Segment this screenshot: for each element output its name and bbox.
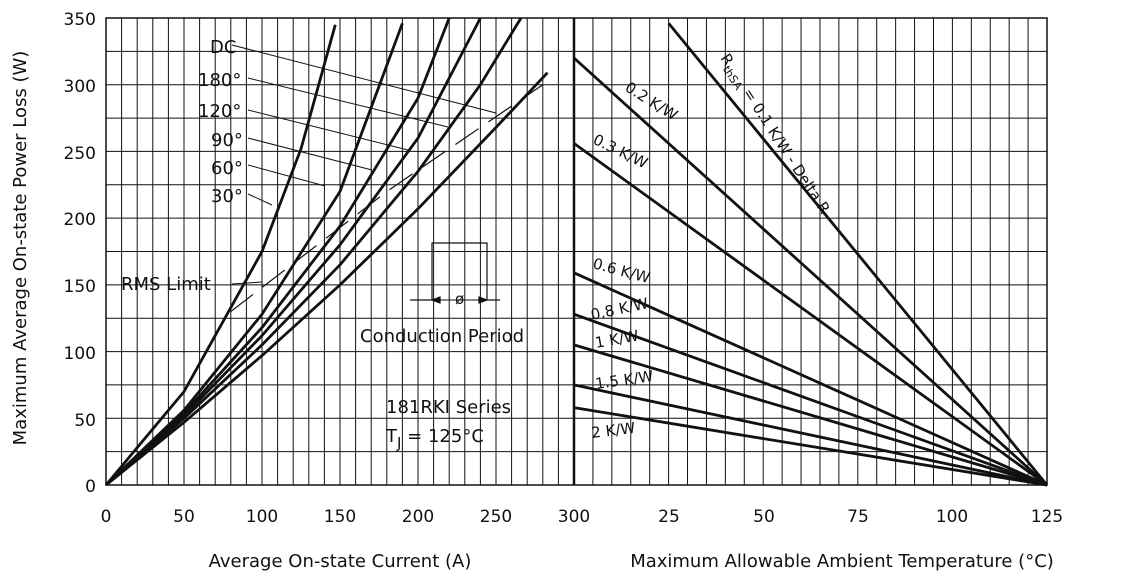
- label-1: 1 K/W: [594, 327, 641, 352]
- x-tick-label: 0: [101, 507, 112, 527]
- left-series-180: [105, 17, 523, 487]
- label-60: 60°: [211, 158, 243, 179]
- label-r-thsa: RthSA = 0.1 K/W - Delta R: [714, 50, 833, 218]
- right-series-1-5-k-w: [573, 383, 1048, 487]
- x-tick-labels-right: 25 50 75 100 125: [658, 507, 1063, 527]
- x-tick-label: 100: [246, 507, 278, 527]
- left-series-dc: [105, 71, 549, 487]
- tj-value: = 125°C: [401, 426, 483, 447]
- label-0-6: 0.6 K/W: [591, 254, 652, 287]
- x-tick-label: 100: [936, 507, 968, 527]
- x-tick-label: 150: [324, 507, 356, 527]
- right-series-0-2-k-w: [573, 56, 1048, 487]
- label-dc: DC: [210, 37, 236, 58]
- leader-lines: [231, 44, 497, 285]
- y-tick-label: 350: [64, 10, 96, 30]
- x-tick-label: 125: [1031, 507, 1063, 527]
- left-series-90: [105, 17, 451, 487]
- y-tick-labels: 0 50 100 150 200 250 300 350: [64, 10, 96, 497]
- x-tick-label: 25: [658, 507, 680, 527]
- right-series-0-8-k-w: [573, 312, 1048, 487]
- x-tick-label: 50: [753, 507, 775, 527]
- x-tick-labels-left: 0 50 100 150 200 250 300: [101, 507, 591, 527]
- y-tick-label: 300: [64, 77, 96, 97]
- y-tick-label: 0: [85, 477, 96, 497]
- series-name: 181RKI Series: [386, 397, 511, 418]
- conduction-period-label: Conduction Period: [360, 326, 524, 347]
- left-series-60: [105, 22, 404, 487]
- y-axis-label: Maximum Average On-state Power Loss (W): [10, 51, 31, 446]
- left-series-30: [104, 24, 337, 486]
- label-120: 120°: [198, 101, 241, 122]
- plot-border: [105, 17, 1048, 486]
- y-tick-label: 50: [74, 411, 96, 431]
- label-0-8: 0.8 K/W: [589, 294, 650, 324]
- x-tick-label: 200: [402, 507, 434, 527]
- x-tick-label: 300: [558, 507, 590, 527]
- right-series-0-3-k-w: [573, 142, 1048, 487]
- x-tick-label: 50: [173, 507, 195, 527]
- series-labels-right: RthSA = 0.1 K/W - Delta R 0.2 K/W 0.3 K/…: [589, 50, 834, 442]
- phi-symbol: ø: [455, 290, 464, 308]
- x-tick-label: 75: [847, 507, 869, 527]
- y-tick-label: 250: [64, 144, 96, 164]
- tj-symbol: T: [385, 426, 398, 447]
- r-value: = 0.1 K/W - Delta R: [736, 81, 833, 217]
- label-90: 90°: [211, 130, 243, 151]
- plot-frame: [105, 17, 1048, 486]
- tj-subscript: J: [396, 434, 401, 452]
- series-lines: [104, 17, 1049, 487]
- x-axis-label-right: Maximum Allowable Ambient Temperature (°…: [630, 551, 1054, 572]
- y-tick-label: 150: [64, 277, 96, 297]
- left-series-120: [105, 17, 482, 487]
- x-tick-label: 250: [480, 507, 512, 527]
- label-2: 2 K/W: [590, 419, 636, 442]
- x-axis-label-left: Average On-state Current (A): [209, 551, 472, 572]
- conduction-period-diagram: [410, 242, 500, 304]
- y-tick-label: 200: [64, 210, 96, 230]
- junction-temp: TJ = 125°C: [385, 426, 484, 452]
- series-labels-left: DC 180° 120° 90° 60° 30° RMS Limit: [121, 37, 243, 295]
- label-180: 180°: [198, 70, 241, 91]
- label-rms-limit: RMS Limit: [121, 274, 211, 295]
- right-series-1-k-w: [573, 343, 1048, 487]
- y-tick-label: 100: [64, 344, 96, 364]
- right-series-0-6-k-w: [573, 271, 1048, 487]
- grid: [105, 17, 1048, 486]
- label-1-5: 1.5 K/W: [594, 367, 654, 393]
- right-series-0-1-k-w-delta-r: [667, 22, 1049, 486]
- left-series-rms-limit: [230, 84, 544, 312]
- label-30: 30°: [211, 186, 243, 207]
- right-series-2-k-w: [573, 406, 1048, 487]
